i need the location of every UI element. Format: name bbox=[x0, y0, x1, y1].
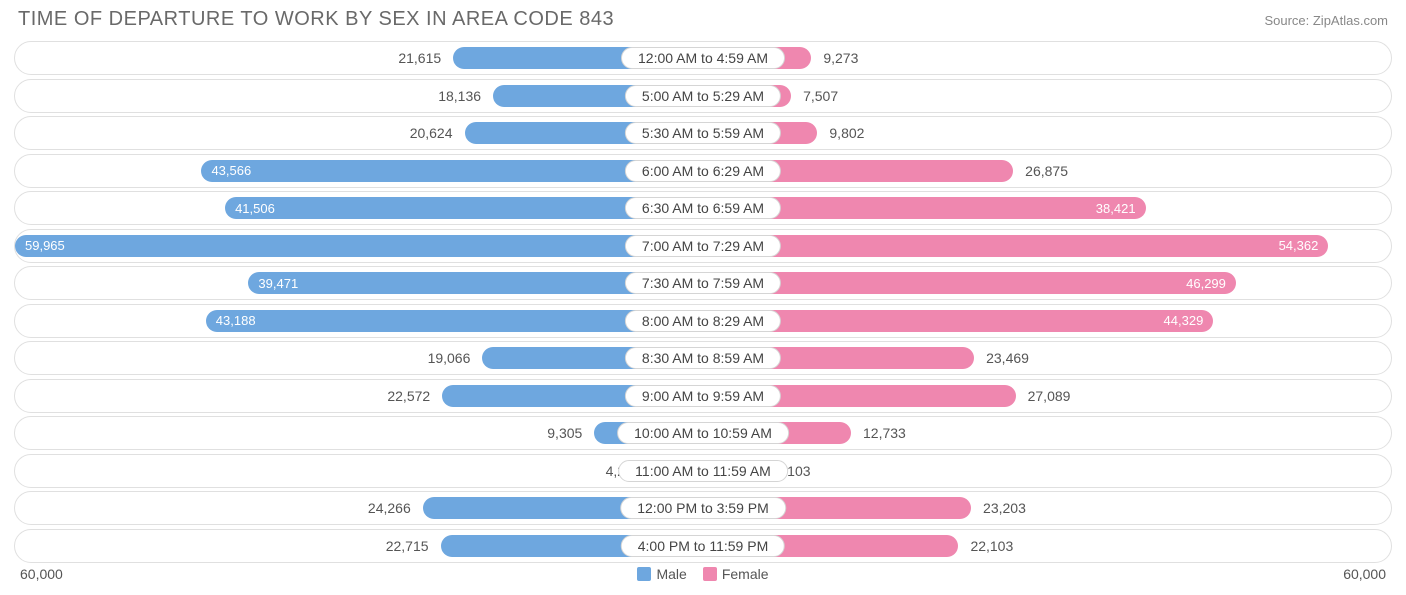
chart-row: 41,506 38,421 6:30 AM to 6:59 AM bbox=[14, 191, 1392, 225]
male-value-label: 43,566 bbox=[211, 163, 251, 178]
legend-item-male: Male bbox=[637, 566, 686, 582]
chart-row: 22,572 27,089 9:00 AM to 9:59 AM bbox=[14, 379, 1392, 413]
axis-max-right: 60,000 bbox=[769, 566, 1386, 582]
female-value-label: 22,103 bbox=[970, 538, 1013, 554]
female-value-label: 26,875 bbox=[1025, 163, 1068, 179]
female-swatch-icon bbox=[703, 567, 717, 581]
female-value-label: 38,421 bbox=[1096, 201, 1136, 216]
male-value-label: 22,572 bbox=[387, 388, 430, 404]
female-value-label: 9,273 bbox=[823, 50, 858, 66]
chart-row: 43,188 44,329 8:00 AM to 8:29 AM bbox=[14, 304, 1392, 338]
category-label: 8:00 AM to 8:29 AM bbox=[625, 310, 781, 332]
legend-male-label: Male bbox=[656, 566, 686, 582]
chart-row: 24,266 23,203 12:00 PM to 3:59 PM bbox=[14, 491, 1392, 525]
female-value-label: 23,469 bbox=[986, 350, 1029, 366]
chart-row: 20,624 9,802 5:30 AM to 5:59 AM bbox=[14, 116, 1392, 150]
chart-row: 18,136 7,507 5:00 AM to 5:29 AM bbox=[14, 79, 1392, 113]
female-bar: 46,299 bbox=[705, 272, 1236, 294]
chart-footer: 60,000 Male Female 60,000 bbox=[14, 566, 1392, 582]
female-value-label: 9,802 bbox=[829, 125, 864, 141]
male-value-label: 18,136 bbox=[438, 88, 481, 104]
chart-row: 59,965 54,362 7:00 AM to 7:29 AM bbox=[14, 229, 1392, 263]
legend-female-label: Female bbox=[722, 566, 769, 582]
chart-row: 43,566 26,875 6:00 AM to 6:29 AM bbox=[14, 154, 1392, 188]
legend: Male Female bbox=[637, 566, 768, 582]
male-value-label: 39,471 bbox=[258, 276, 298, 291]
male-value-label: 24,266 bbox=[368, 500, 411, 516]
category-label: 10:00 AM to 10:59 AM bbox=[617, 422, 789, 444]
male-value-label: 59,965 bbox=[25, 238, 65, 253]
male-value-label: 19,066 bbox=[428, 350, 471, 366]
category-label: 6:30 AM to 6:59 AM bbox=[625, 197, 781, 219]
male-value-label: 41,506 bbox=[235, 201, 275, 216]
female-value-label: 27,089 bbox=[1028, 388, 1071, 404]
chart-row: 4,2205,10311:00 AM to 11:59 AM bbox=[14, 454, 1392, 488]
male-swatch-icon bbox=[637, 567, 651, 581]
female-value-label: 44,329 bbox=[1164, 313, 1204, 328]
female-bar: 54,362 bbox=[705, 235, 1328, 257]
male-value-label: 9,305 bbox=[547, 425, 582, 441]
chart-row: 9,305 12,733 10:00 AM to 10:59 AM bbox=[14, 416, 1392, 450]
category-label: 7:00 AM to 7:29 AM bbox=[625, 235, 781, 257]
category-label: 6:00 AM to 6:29 AM bbox=[625, 160, 781, 182]
male-value-label: 43,188 bbox=[216, 313, 256, 328]
category-label: 12:00 AM to 4:59 AM bbox=[621, 47, 785, 69]
female-value-label: 7,507 bbox=[803, 88, 838, 104]
category-label: 5:00 AM to 5:29 AM bbox=[625, 85, 781, 107]
category-label: 9:00 AM to 9:59 AM bbox=[625, 385, 781, 407]
female-bar: 44,329 bbox=[705, 310, 1213, 332]
axis-max-left: 60,000 bbox=[20, 566, 637, 582]
category-label: 4:00 PM to 11:59 PM bbox=[621, 535, 785, 557]
female-value-label: 54,362 bbox=[1279, 238, 1319, 253]
chart-header: TIME OF DEPARTURE TO WORK BY SEX IN AREA… bbox=[14, 8, 1392, 31]
legend-item-female: Female bbox=[703, 566, 769, 582]
category-label: 7:30 AM to 7:59 AM bbox=[625, 272, 781, 294]
male-value-label: 22,715 bbox=[386, 538, 429, 554]
female-value-label: 46,299 bbox=[1186, 276, 1226, 291]
male-bar: 59,965 bbox=[15, 235, 701, 257]
category-label: 5:30 AM to 5:59 AM bbox=[625, 122, 781, 144]
chart-row: 21,615 9,273 12:00 AM to 4:59 AM bbox=[14, 41, 1392, 75]
category-label: 8:30 AM to 8:59 AM bbox=[625, 347, 781, 369]
category-label: 12:00 PM to 3:59 PM bbox=[620, 497, 786, 519]
chart-source: Source: ZipAtlas.com bbox=[1264, 13, 1388, 28]
chart-row: 22,715 22,103 4:00 PM to 11:59 PM bbox=[14, 529, 1392, 563]
chart-row: 19,066 23,469 8:30 AM to 8:59 AM bbox=[14, 341, 1392, 375]
chart-title: TIME OF DEPARTURE TO WORK BY SEX IN AREA… bbox=[18, 8, 614, 31]
male-value-label: 21,615 bbox=[398, 50, 441, 66]
category-label: 11:00 AM to 11:59 AM bbox=[618, 460, 788, 482]
female-value-label: 23,203 bbox=[983, 500, 1026, 516]
female-value-label: 12,733 bbox=[863, 425, 906, 441]
male-value-label: 20,624 bbox=[410, 125, 453, 141]
diverging-bar-chart: 21,615 9,273 12:00 AM to 4:59 AM 18,136 7,50… bbox=[14, 41, 1392, 563]
chart-row: 39,471 46,299 7:30 AM to 7:59 AM bbox=[14, 266, 1392, 300]
